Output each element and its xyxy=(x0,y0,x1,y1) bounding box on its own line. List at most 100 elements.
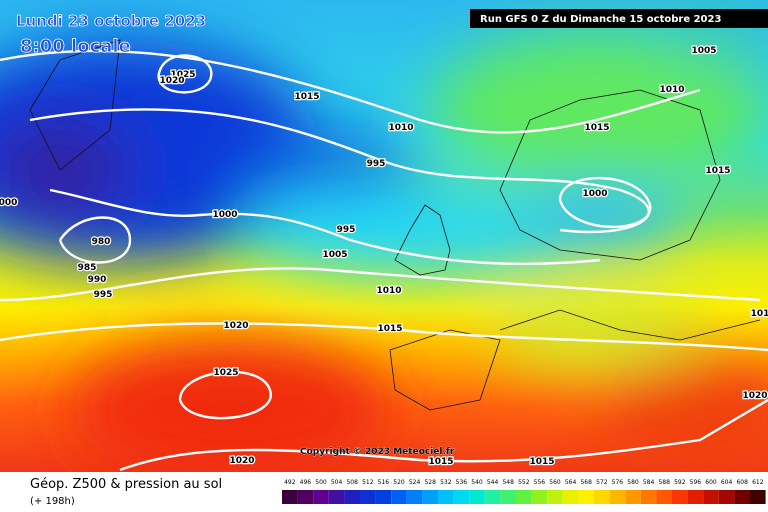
scale-label: 532 xyxy=(440,479,452,486)
scale-label: 560 xyxy=(549,479,561,486)
isobar-label: 995 xyxy=(337,225,356,235)
scale-label: 508 xyxy=(346,479,358,486)
scale-swatch xyxy=(516,490,532,504)
scale-label: 604 xyxy=(721,479,733,486)
isobar-label: 1010 xyxy=(659,85,684,95)
scale-swatch xyxy=(687,490,704,504)
scale-swatch xyxy=(313,490,329,504)
isobar-label: 1020 xyxy=(159,76,184,86)
scale-swatch xyxy=(594,490,610,504)
isobar-label: 1015 xyxy=(377,324,402,334)
isobar-label: 1015 xyxy=(584,123,609,133)
scale-label: 584 xyxy=(643,479,655,486)
scale-swatch xyxy=(500,490,516,504)
scale-label: 612 xyxy=(752,479,764,486)
scale-label: 544 xyxy=(487,479,499,486)
scale-label: 564 xyxy=(565,479,577,486)
scale-swatch xyxy=(406,490,423,504)
isobar-label: 1015 xyxy=(428,457,453,467)
scale-swatch xyxy=(375,490,392,504)
scale-label: 500 xyxy=(315,479,327,486)
field xyxy=(0,0,768,480)
scale-swatch xyxy=(562,490,579,504)
scale-swatch xyxy=(531,490,548,504)
isobar-label: 1015 xyxy=(705,166,730,176)
coastlines xyxy=(29,39,761,411)
scale-label: 588 xyxy=(658,479,670,486)
copyright: Copyright © 2023 Meteociel.fr xyxy=(300,447,455,457)
isobar-label: 1020 xyxy=(223,321,248,331)
isobar-label: 995 xyxy=(94,290,113,300)
isobars xyxy=(0,49,768,472)
scale-label: 572 xyxy=(596,479,608,486)
time: 8:00 locale xyxy=(20,36,131,57)
isobar-label: 1025 xyxy=(170,70,195,80)
scale-label: 596 xyxy=(690,479,702,486)
isobar-label: 1000 xyxy=(212,210,237,220)
scale-swatch xyxy=(547,490,563,504)
isobar-label: 1005 xyxy=(691,46,716,56)
isobar-label: 995 xyxy=(367,159,386,169)
scale-label: 576 xyxy=(612,479,624,486)
isobar-label: 000 xyxy=(0,198,17,208)
scale-label: 516 xyxy=(378,479,390,486)
scale-label: 536 xyxy=(456,479,468,486)
isobar-label: 1020 xyxy=(229,456,254,466)
scale-swatch xyxy=(391,490,407,504)
scale-swatch xyxy=(484,490,501,504)
isobar-label: 985 xyxy=(78,263,97,273)
isobar-label: 1010 xyxy=(388,123,413,133)
scale-swatch xyxy=(703,490,719,504)
isobar-label: 1010 xyxy=(376,286,401,296)
scale-label: 556 xyxy=(534,479,546,486)
footer-lead: (+ 198h) xyxy=(30,496,75,507)
isobar-label: 101 xyxy=(751,309,768,319)
scale-label: 608 xyxy=(736,479,748,486)
scale-swatch xyxy=(328,490,345,504)
footer-title: Géop. Z500 & pression au sol xyxy=(30,477,222,492)
scale-label: 524 xyxy=(409,479,421,486)
scale-swatch xyxy=(344,490,360,504)
scale-label: 520 xyxy=(393,479,405,486)
scale-swatch xyxy=(750,490,766,504)
isobar-label: 980 xyxy=(92,237,111,247)
scale-swatch xyxy=(672,490,688,504)
scale-label: 512 xyxy=(362,479,374,486)
scale-swatch xyxy=(360,490,376,504)
scale-swatch xyxy=(282,490,298,504)
scale-label: 504 xyxy=(331,479,343,486)
isobar-label: 1020 xyxy=(742,391,767,401)
scale-label: 540 xyxy=(471,479,483,486)
isobar-label: 990 xyxy=(88,275,107,285)
isobar-label: 1025 xyxy=(213,368,238,378)
run: Run GFS 0 Z du Dimanche 15 octobre 2023 xyxy=(480,14,721,25)
scale-label: 600 xyxy=(705,479,717,486)
scale-label: 492 xyxy=(284,479,296,486)
scale-label: 592 xyxy=(674,479,686,486)
scale-swatch xyxy=(718,490,735,504)
isobar-label: 1000 xyxy=(582,189,607,199)
scale-label: 548 xyxy=(502,479,514,486)
date: Lundi 23 octobre 2023 xyxy=(16,12,206,30)
scale-label: 528 xyxy=(424,479,436,486)
isobar-label: 1015 xyxy=(294,92,319,102)
scale-swatch xyxy=(734,490,750,504)
scale-swatch xyxy=(422,490,438,504)
scale-label: 552 xyxy=(518,479,530,486)
scale-swatch xyxy=(578,490,594,504)
scale-label: 568 xyxy=(580,479,592,486)
scale-swatch xyxy=(656,490,672,504)
scale-swatch xyxy=(453,490,470,504)
scale-swatch xyxy=(625,490,641,504)
scale-label: 496 xyxy=(300,479,312,486)
scale-swatch xyxy=(469,490,485,504)
scale-label: 580 xyxy=(627,479,639,486)
scale-swatch xyxy=(438,490,454,504)
scale-swatch xyxy=(640,490,657,504)
isobar-label: 1005 xyxy=(322,250,347,260)
scale-swatch xyxy=(297,490,314,504)
scale-swatch xyxy=(609,490,626,504)
run-box xyxy=(470,9,768,28)
isobar-label: 1015 xyxy=(529,457,554,467)
